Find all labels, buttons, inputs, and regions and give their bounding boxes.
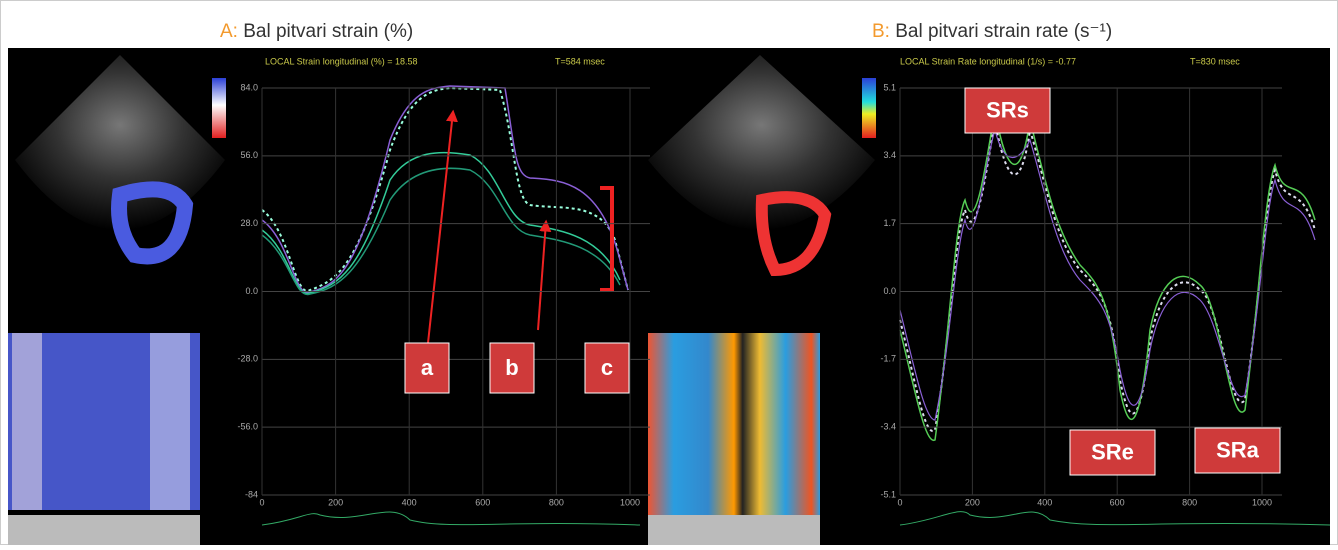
colorbar-b (862, 78, 876, 138)
panel-a-title: A: Bal pitvari strain (%) (220, 21, 413, 42)
annotation-label: a (421, 355, 434, 380)
map-b (648, 333, 820, 515)
y-tick-label: -3.4 (880, 422, 896, 432)
x-tick-label: 0 (897, 497, 902, 507)
figure: A: Bal pitvari strain (%) B: Bal pitvari… (0, 0, 1338, 545)
x-tick-label: 0 (259, 497, 264, 507)
y-tick-label: 1.7 (883, 218, 896, 228)
map-a-band (150, 333, 190, 510)
x-tick-label: 1000 (620, 497, 640, 507)
y-tick-label: -84 (245, 489, 258, 499)
plot-b-time: T=830 msec (1190, 56, 1240, 66)
plot-a-time: T=584 msec (555, 56, 605, 66)
annotation-label: b (505, 355, 518, 380)
x-tick-label: 600 (1110, 497, 1125, 507)
y-tick-label: 5.1 (883, 82, 896, 92)
x-tick-label: 600 (475, 497, 490, 507)
x-tick-label: 200 (965, 497, 980, 507)
x-tick-label: 800 (1182, 497, 1197, 507)
y-tick-label: 56.0 (240, 150, 258, 160)
y-tick-label: -5.1 (880, 489, 896, 499)
ecg-image-a (8, 515, 200, 545)
y-tick-label: 84.0 (240, 82, 258, 92)
annotation-label: c (601, 355, 613, 380)
plot-a-header: LOCAL Strain longitudinal (%) = 18.58 (265, 56, 418, 66)
y-tick-label: -56.0 (237, 422, 258, 432)
x-tick-label: 200 (328, 497, 343, 507)
y-tick-label: 28.0 (240, 218, 258, 228)
colorbar-a (212, 78, 226, 138)
ecg-image-b (648, 515, 820, 545)
y-tick-label: 0.0 (245, 286, 258, 296)
x-tick-label: 1000 (1252, 497, 1272, 507)
y-tick-label: 3.4 (883, 150, 896, 160)
panel-b-title: B: Bal pitvari strain rate (s⁻¹) (872, 21, 1112, 42)
x-tick-label: 400 (1037, 497, 1052, 507)
annotation-label: SRs (986, 97, 1029, 122)
map-a-band (12, 333, 42, 510)
page: A: Bal pitvari strain (%) B: Bal pitvari… (0, 0, 1338, 545)
plot-b-header: LOCAL Strain Rate longitudinal (1/s) = -… (900, 56, 1076, 66)
y-tick-label: -28.0 (237, 354, 258, 364)
x-tick-label: 800 (549, 497, 564, 507)
y-tick-label: -1.7 (880, 354, 896, 364)
annotation-label: SRe (1091, 439, 1134, 464)
x-tick-label: 400 (402, 497, 417, 507)
annotation-label: SRa (1216, 437, 1260, 462)
y-tick-label: 0.0 (883, 286, 896, 296)
